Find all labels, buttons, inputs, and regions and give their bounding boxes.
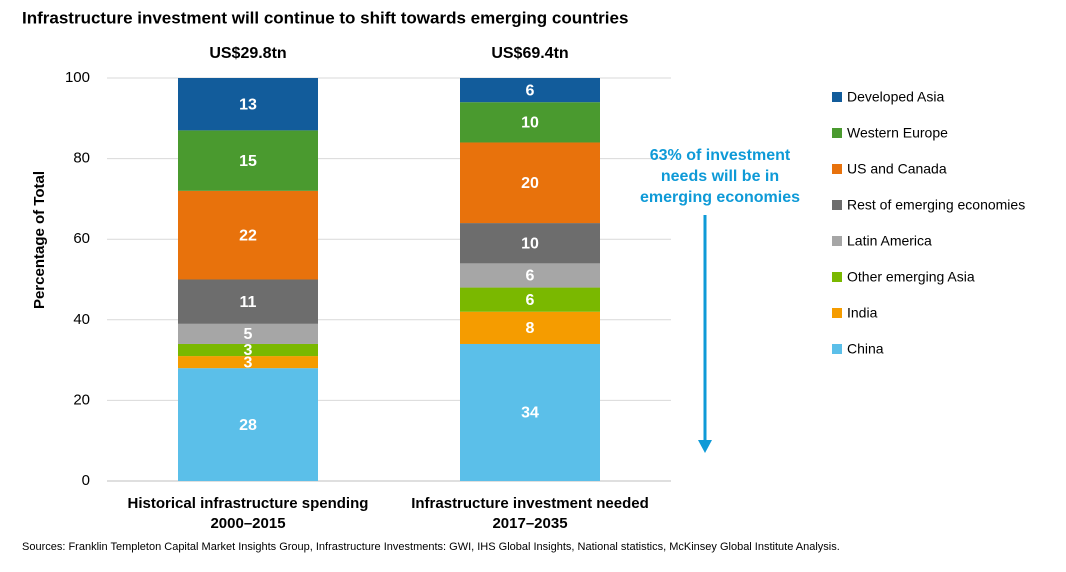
- y-tick-label: 0: [82, 472, 90, 489]
- bar-segment: [178, 356, 318, 369]
- x-tick-label: Historical infrastructure spending 2000–…: [127, 495, 369, 532]
- source-note: Sources: Franklin Templeton Capital Mark…: [22, 541, 840, 553]
- legend-swatch: [832, 344, 842, 354]
- legend-swatch: [832, 128, 842, 138]
- legend-swatch: [832, 92, 842, 102]
- legend-swatch: [832, 200, 842, 210]
- bar-segment: [178, 130, 318, 191]
- bar-total-label: US$29.8tn: [209, 45, 286, 62]
- bar-segment: [460, 223, 600, 264]
- y-tick-label: 60: [73, 230, 90, 247]
- legend-swatch: [832, 272, 842, 282]
- bar-segment: [460, 78, 600, 103]
- data-label: 34: [521, 405, 539, 422]
- data-label: 8: [526, 320, 535, 337]
- bar-segment: [178, 78, 318, 131]
- bar-segment: [460, 263, 600, 288]
- data-label: 10: [521, 115, 539, 132]
- bar-total-label: US$69.4tn: [491, 45, 568, 62]
- data-label: 10: [521, 235, 539, 252]
- data-label: 3: [244, 342, 253, 359]
- y-tick-label: 100: [65, 69, 90, 86]
- y-tick-label: 40: [73, 311, 90, 328]
- legend-swatch: [832, 236, 842, 246]
- data-label: 6: [526, 82, 535, 99]
- bar-segment: [460, 311, 600, 344]
- bar-segment: [178, 279, 318, 324]
- legend-label: Other emerging Asia: [847, 269, 975, 285]
- data-label: 3: [244, 354, 253, 371]
- data-label: 22: [239, 227, 257, 244]
- legend-swatch: [832, 308, 842, 318]
- legend-label: China: [847, 341, 884, 357]
- y-tick-label: 80: [73, 150, 90, 167]
- legend-label: Latin America: [847, 233, 932, 249]
- data-label: 15: [239, 153, 257, 170]
- bar-segment: [460, 102, 600, 143]
- data-label: 5: [244, 326, 253, 343]
- data-label: 28: [239, 417, 257, 434]
- annotation: 63% of investment needs will be in emerg…: [639, 147, 801, 206]
- legend-label: Western Europe: [847, 125, 948, 141]
- legend-label: Developed Asia: [847, 89, 945, 105]
- data-label: 6: [526, 292, 535, 309]
- y-tick-label: 20: [73, 391, 90, 408]
- y-axis-label: Percentage of Total: [31, 171, 48, 309]
- annotation-arrowhead: [698, 440, 712, 453]
- legend-label: Rest of emerging economies: [847, 197, 1025, 213]
- legend-swatch: [832, 164, 842, 174]
- data-label: 11: [240, 294, 257, 311]
- bar-segment: [178, 323, 318, 344]
- bar-segment: [178, 190, 318, 280]
- data-label: 6: [526, 268, 535, 285]
- bar-segment: [178, 368, 318, 481]
- data-label: 20: [521, 175, 539, 192]
- bar-segment: [460, 287, 600, 312]
- chart-title: Infrastructure investment will continue …: [22, 8, 628, 27]
- legend-label: US and Canada: [847, 161, 947, 177]
- bar-segment: [460, 343, 600, 481]
- data-label: 13: [239, 96, 257, 113]
- bar-segment: [178, 343, 318, 357]
- x-tick-label: Infrastructure investment needed 2017–20…: [411, 495, 649, 532]
- legend-label: India: [847, 305, 878, 321]
- bar-segment: [460, 142, 600, 224]
